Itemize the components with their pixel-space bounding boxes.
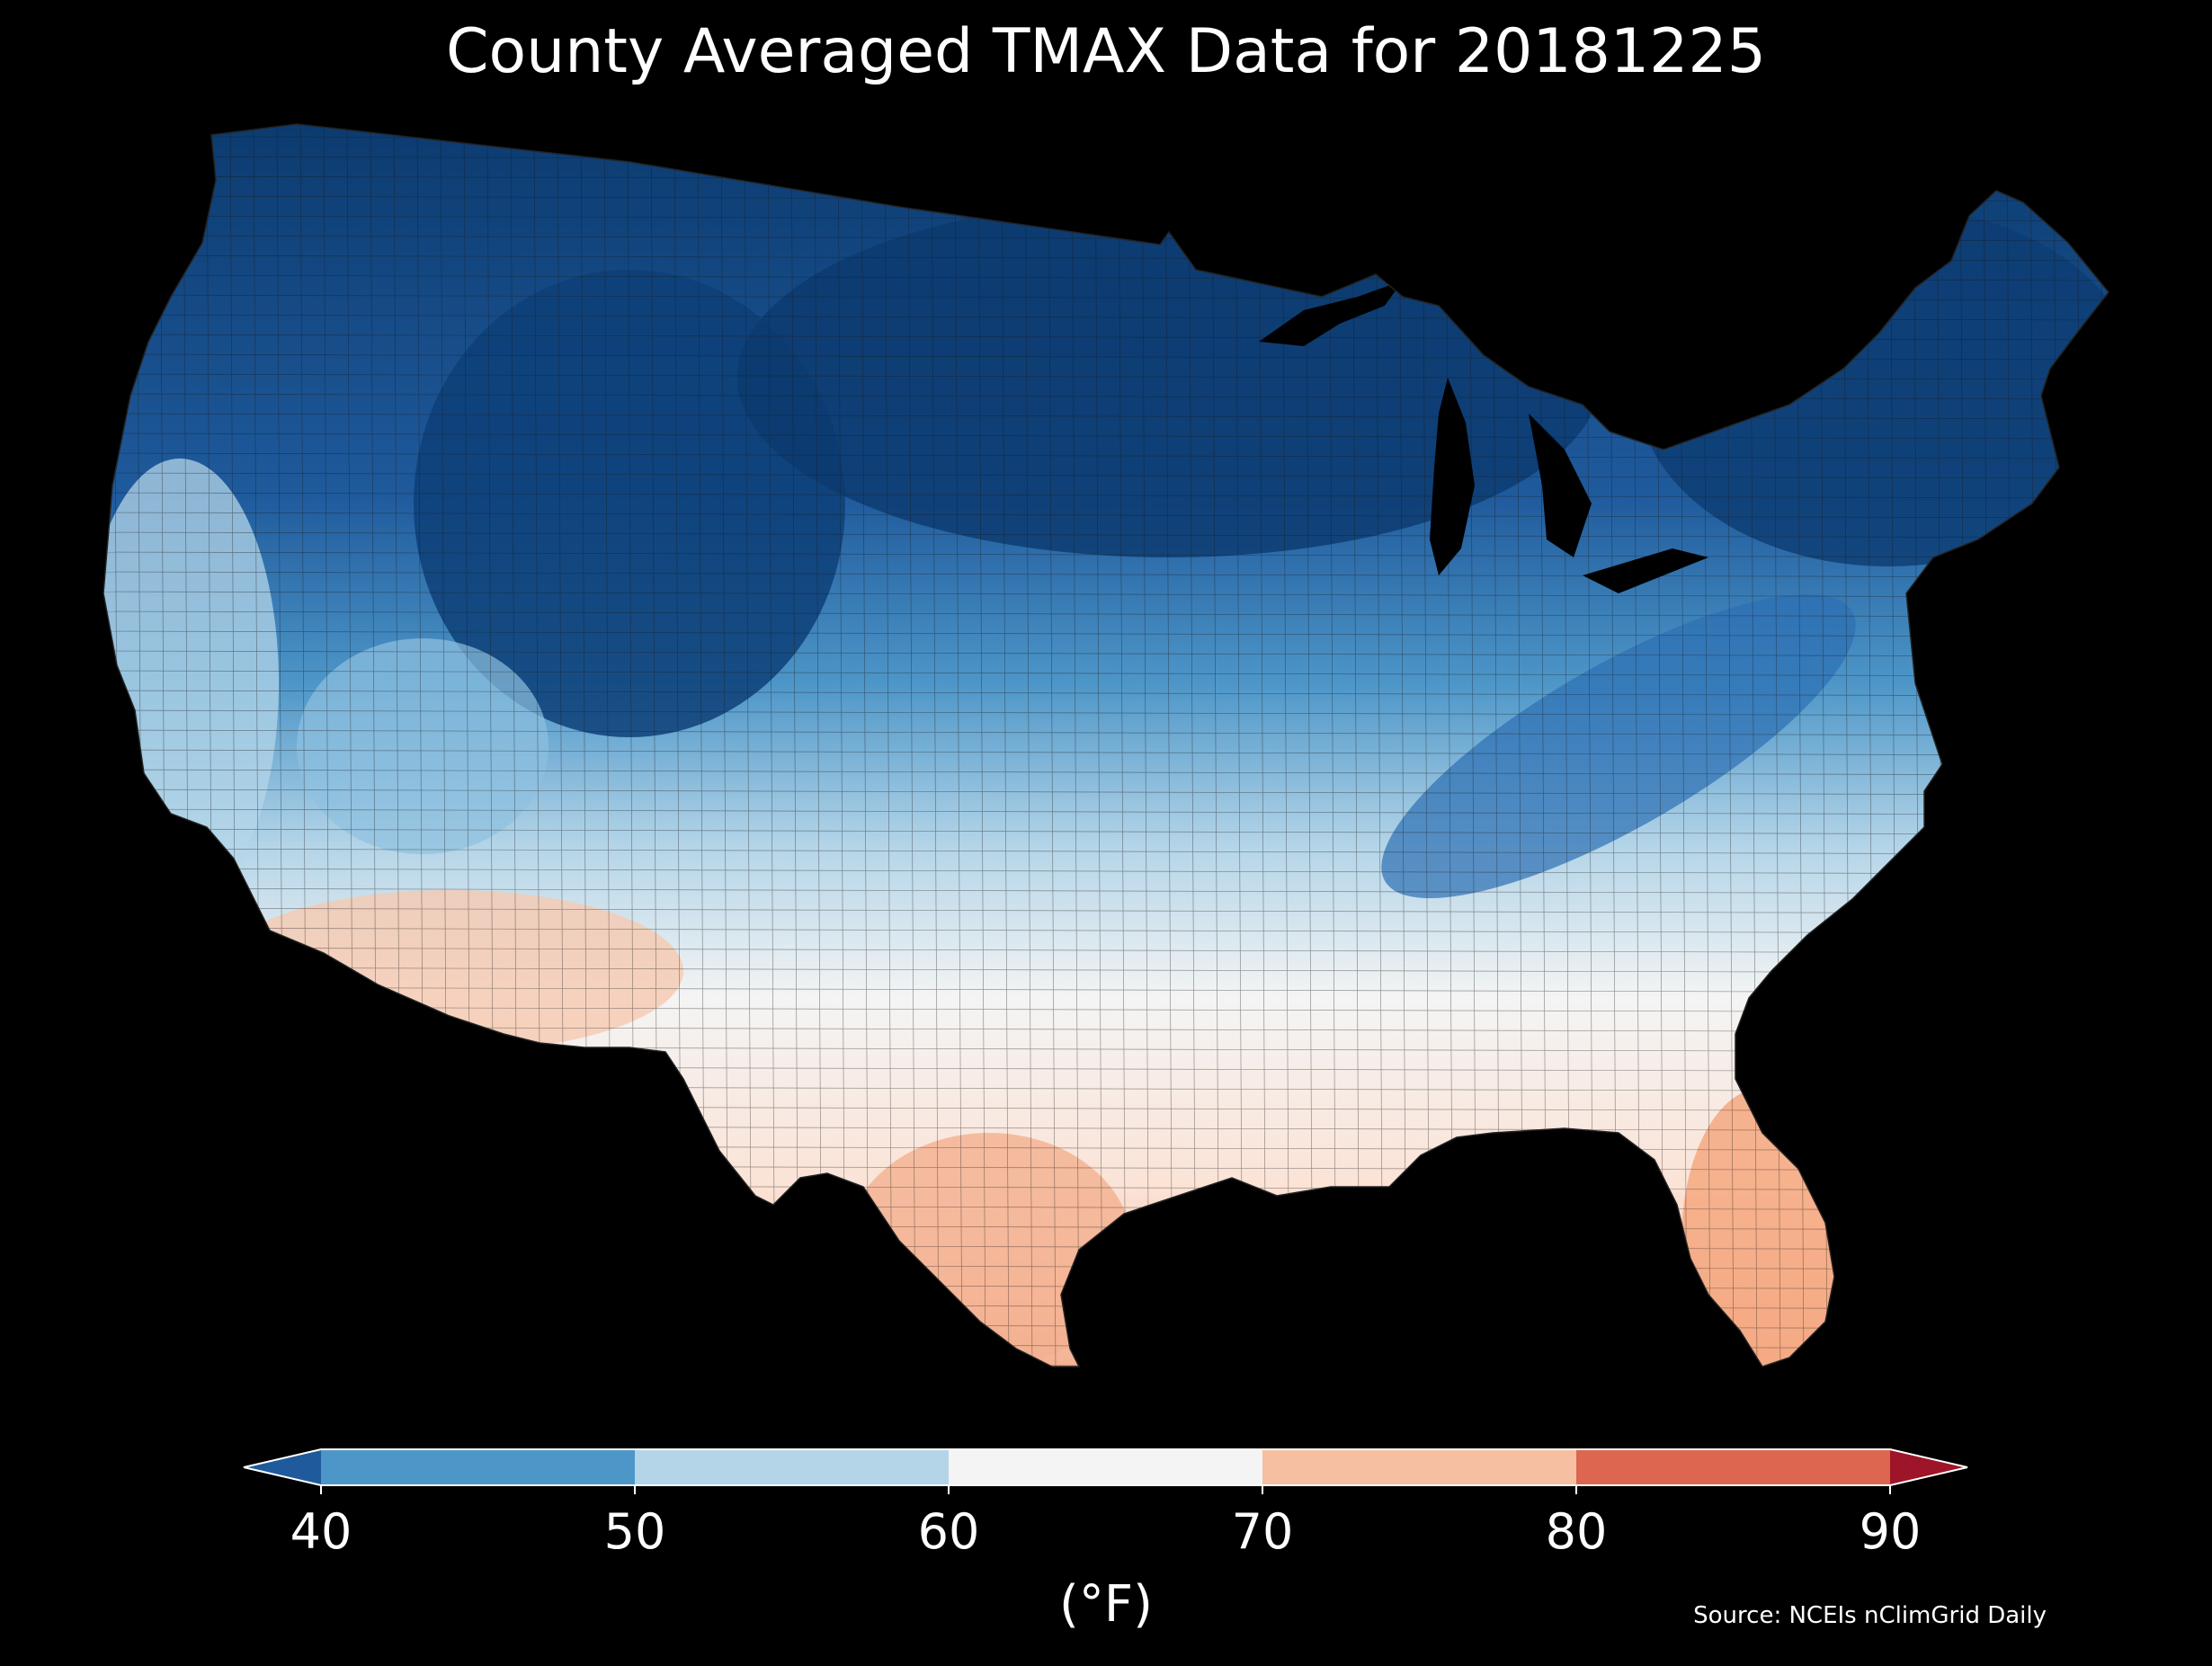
- colorbar-bin-80-90: [1576, 1449, 1890, 1485]
- great-lakes: [1259, 281, 1708, 593]
- colorbar-bin-40-50: [321, 1449, 635, 1485]
- colorbar-bin-70-80: [1262, 1449, 1576, 1485]
- colorbar-tick-label: 90: [1860, 1503, 1922, 1560]
- lake-superior: [1259, 281, 1403, 346]
- colorbar-bins: [243, 1448, 1968, 1486]
- great-basin-mild: [297, 638, 549, 854]
- source-credit: Source: NCEIs nClimGrid Daily: [1693, 1602, 2047, 1629]
- colorbar-tick-label: 50: [604, 1503, 666, 1560]
- colorbar-tick-label: 40: [290, 1503, 352, 1560]
- lake-erie: [1583, 548, 1708, 593]
- colorbar-bin-60-70: [949, 1449, 1262, 1485]
- rockies-cold-region: [414, 270, 845, 737]
- colorbar-bin->90: [1890, 1449, 1967, 1485]
- us-outline: [103, 123, 2109, 1368]
- colorbar-unit-label: (°F): [1059, 1575, 1153, 1634]
- lake-huron: [1529, 414, 1592, 557]
- colorbar-ticks: 40 50 60 70 80 90: [290, 1485, 1922, 1560]
- lake-michigan: [1430, 378, 1475, 575]
- colorbar-bin-<40: [244, 1449, 321, 1485]
- map-title: County Averaged TMAX Data for 20181225: [446, 16, 1766, 87]
- colorbar-bin-50-60: [635, 1449, 949, 1485]
- colorbar-tick-label: 60: [918, 1503, 980, 1560]
- colorbar-tick-label: 70: [1232, 1503, 1294, 1560]
- appalachian-cold-band: [1381, 593, 1856, 899]
- colorbar-tick-label: 80: [1546, 1503, 1608, 1560]
